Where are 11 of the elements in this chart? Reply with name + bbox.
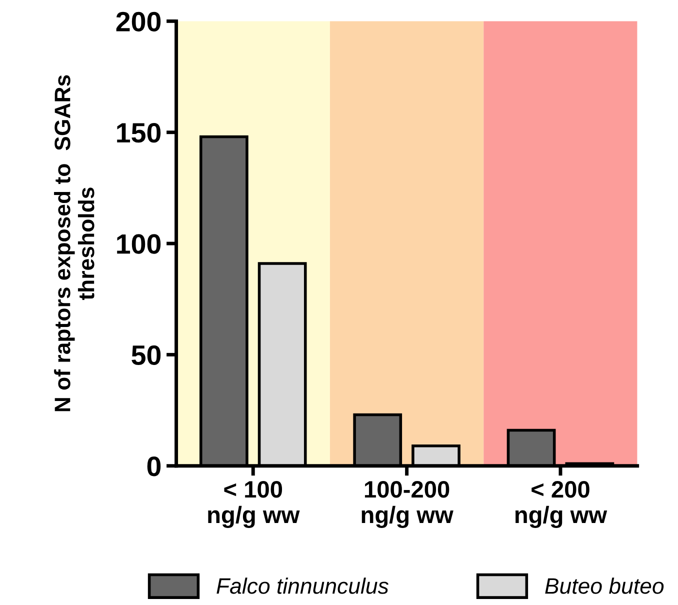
legend-label: Buteo buteo (545, 578, 664, 594)
legend-label: Falco tinnunculus (216, 578, 388, 594)
x-tick-label: < 100 ng/g ww (208, 481, 300, 528)
x-tick-label: 100-200 ng/g ww (362, 481, 454, 528)
y-tick-label: 100 (117, 234, 161, 254)
y-tick-label: 0 (147, 456, 161, 476)
y-axis-title: N of raptors exposed to SGARs thresholds (54, 75, 94, 412)
x-tick-label: < 200 ng/g ww (515, 481, 608, 528)
y-tick-label: 150 (117, 123, 161, 143)
y-tick-label: 50 (132, 345, 161, 366)
y-tick-label: 200 (116, 12, 161, 32)
